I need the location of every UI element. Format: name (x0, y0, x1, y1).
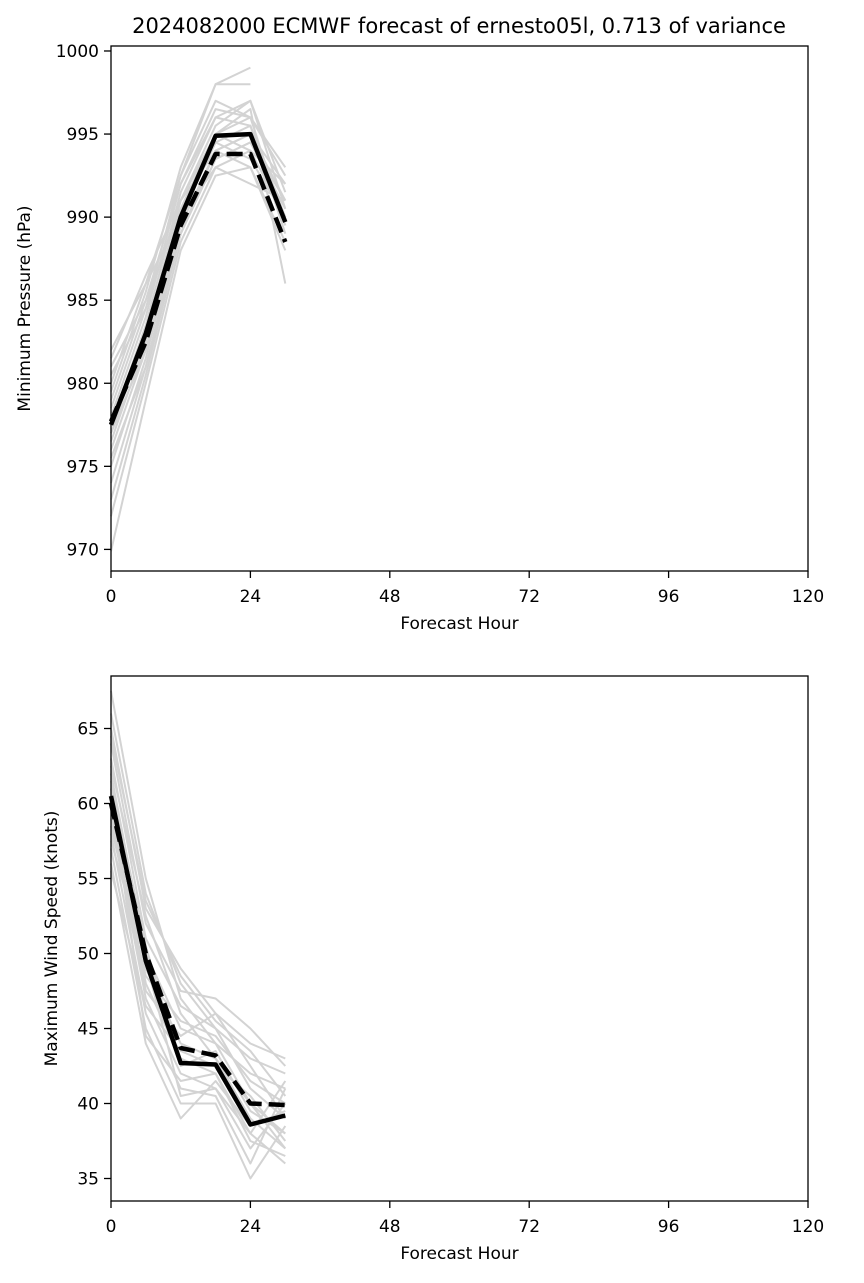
pressure-main-lines (108, 131, 288, 426)
pressure-ensemble-member-line (110, 108, 287, 417)
pressure-panel: 0 24 48 72 96 120 970 975 980 985 990 995 1000 Fore… (15, 42, 824, 634)
wind-main-lines (108, 795, 286, 1127)
wind-x-tick-label: 120 (792, 1217, 824, 1237)
pressure-y-tick-label: 970 (67, 540, 99, 560)
wind-ensemble-member-line (110, 713, 286, 1075)
pressure-x-tick-label: 96 (658, 587, 680, 607)
wind-ensemble-member-line (110, 780, 286, 1135)
pressure-x-tick-label: 72 (518, 587, 540, 607)
wind-ensemble-member-line (110, 795, 286, 1157)
pressure-x-ticks: 0 24 48 72 96 120 (106, 571, 824, 607)
wind-x-axis-label: Forecast Hour (400, 1244, 518, 1264)
wind-ensemble-member-line (110, 818, 287, 1150)
pressure-ensemble-member-line (110, 83, 251, 384)
wind-dashed-line (108, 802, 286, 1108)
pressure-ensemble-member-line (110, 99, 287, 426)
wind-y-tick-label: 50 (77, 945, 99, 965)
pressure-x-tick-label: 120 (792, 587, 824, 607)
wind-ensemble-member-line (110, 765, 287, 1150)
wind-y-ticks: 35 40 45 50 55 60 65 (77, 720, 111, 1190)
wind-y-tick-label: 45 (77, 1020, 99, 1040)
wind-ensemble-member-line (110, 810, 287, 1120)
wind-y-tick-label: 35 (77, 1170, 99, 1190)
wind-y-tick-label: 40 (77, 1095, 99, 1115)
pressure-x-tick-label: 0 (106, 587, 117, 607)
wind-axes-frame (110, 675, 809, 1202)
pressure-y-ticks: 970 975 980 985 990 995 1000 (56, 42, 111, 560)
figure-title: 2024082000 ECMWF forecast of ernesto05l,… (132, 14, 786, 38)
wind-y-tick-label: 65 (77, 720, 99, 740)
pressure-ensemble-lines (110, 66, 287, 552)
pressure-y-tick-label: 980 (67, 374, 99, 394)
pressure-y-axis-label: Minimum Pressure (hPa) (15, 205, 35, 411)
pressure-y-tick-label: 995 (67, 125, 99, 145)
pressure-y-tick-label: 990 (67, 208, 99, 228)
pressure-y-tick-label: 1000 (56, 42, 99, 62)
pressure-y-tick-label: 985 (67, 291, 99, 311)
wind-panel: 0 24 48 72 96 120 35 40 45 50 55 60 65 Forecast Hou… (42, 675, 824, 1264)
wind-x-tick-label: 48 (379, 1217, 401, 1237)
pressure-y-tick-label: 975 (67, 457, 99, 477)
wind-x-tick-label: 96 (658, 1217, 680, 1237)
pressure-solid-line (108, 131, 288, 426)
pressure-axes-frame (110, 45, 809, 572)
wind-ensemble-member-line (110, 758, 286, 1120)
pressure-dashed-line (108, 151, 288, 423)
wind-y-axis-label: Maximum Wind Speed (knots) (42, 811, 62, 1067)
pressure-x-tick-label: 24 (240, 587, 262, 607)
wind-ensemble-member-line (110, 728, 286, 1060)
wind-ensemble-member-line (110, 825, 286, 1105)
pressure-ensemble-member-line (110, 66, 251, 392)
wind-x-tick-label: 24 (240, 1217, 262, 1237)
wind-y-tick-label: 60 (77, 795, 99, 815)
pressure-ensemble-member-line (110, 149, 287, 517)
pressure-ensemble-member-line (110, 133, 286, 376)
wind-x-ticks: 0 24 48 72 96 120 (106, 1201, 824, 1237)
wind-y-tick-label: 55 (77, 870, 99, 890)
pressure-x-axis-label: Forecast Hour (400, 614, 518, 634)
pressure-ensemble-member-line (110, 116, 287, 401)
wind-x-tick-label: 72 (518, 1217, 540, 1237)
wind-ensemble-lines (110, 690, 287, 1180)
wind-ensemble-member-line (110, 735, 287, 1097)
pressure-ensemble-member-line (110, 99, 287, 409)
wind-solid-line (108, 795, 286, 1127)
pressure-x-tick-label: 48 (379, 587, 401, 607)
wind-x-tick-label: 0 (106, 1217, 117, 1237)
